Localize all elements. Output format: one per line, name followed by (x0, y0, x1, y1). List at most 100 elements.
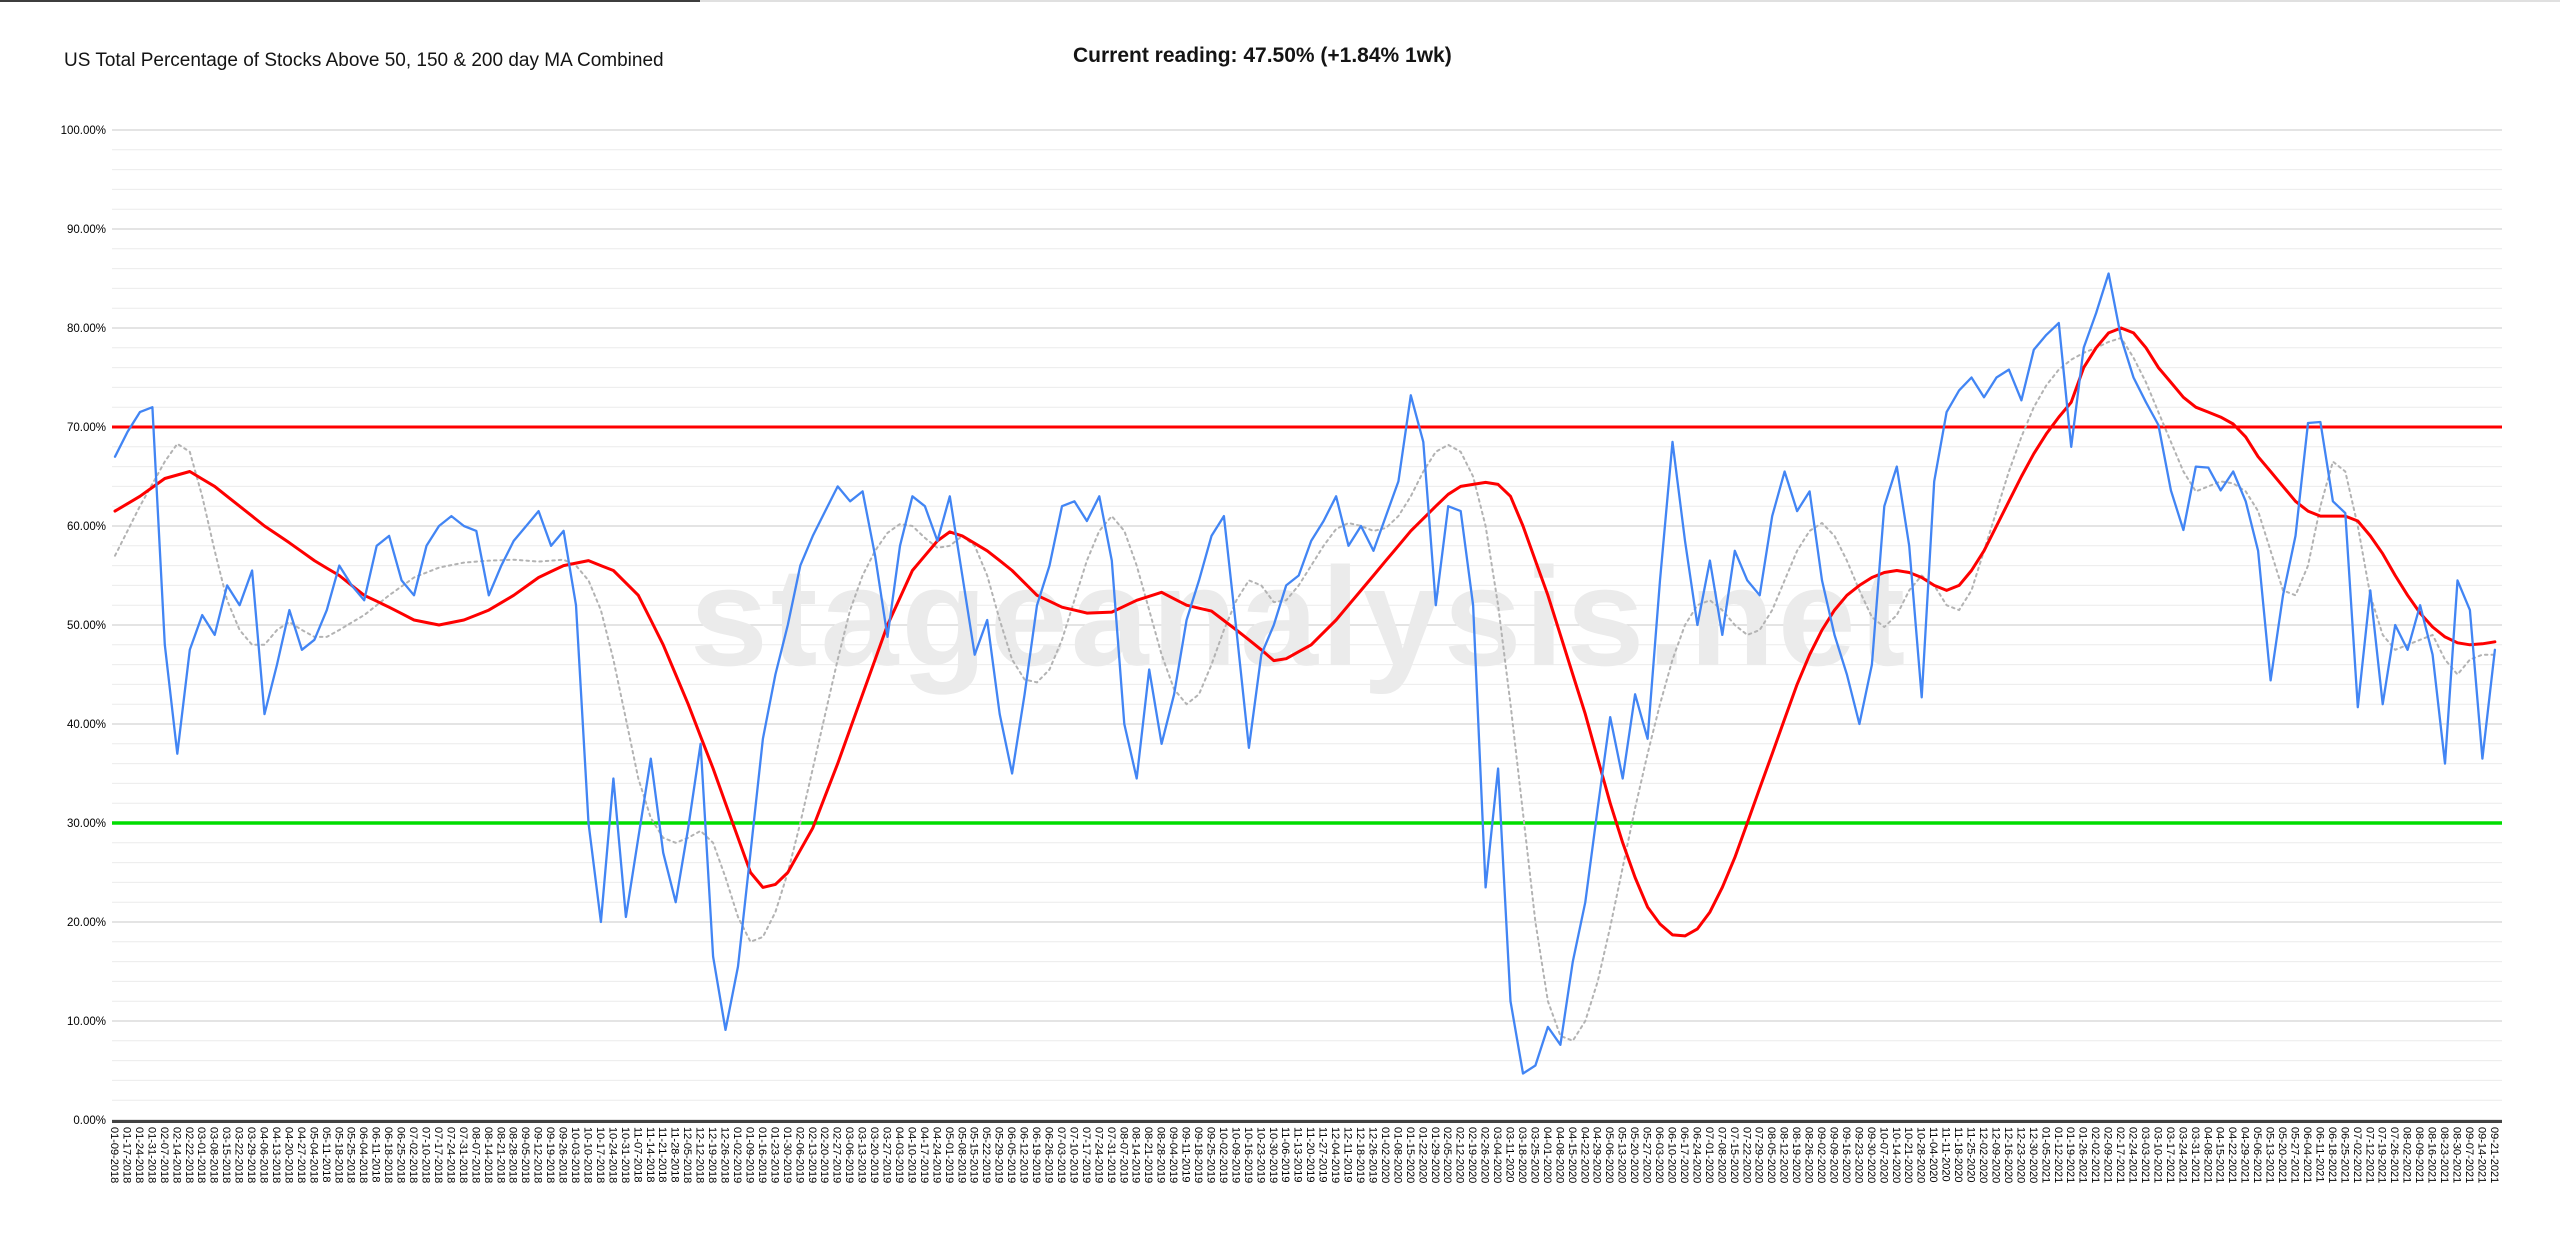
x-axis-label: 12-11-2019 (1342, 1127, 1354, 1182)
x-axis-label: 07-31-2018 (457, 1127, 469, 1183)
x-axis-label: 05-18-2018 (332, 1127, 344, 1183)
x-axis-label: 05-22-2019 (980, 1127, 992, 1183)
x-axis-label: 10-23-2019 (1254, 1127, 1266, 1183)
x-axis-label: 12-05-2018 (681, 1127, 693, 1183)
x-axis-label: 07-24-2019 (1092, 1127, 1104, 1183)
x-axis-label: 12-02-2020 (1977, 1127, 1989, 1183)
x-axis-label: 02-20-2019 (818, 1127, 830, 1183)
x-axis-label: 02-05-2020 (1441, 1127, 1453, 1183)
x-axis-label: 07-22-2020 (1740, 1127, 1752, 1183)
x-axis-label: 06-04-2018 (357, 1127, 369, 1183)
x-axis-label: 03-18-2020 (1516, 1127, 1528, 1183)
x-axis-label: 10-24-2018 (606, 1127, 618, 1183)
fast-ma-line (114, 336, 2496, 1042)
x-axis-label: 08-21-2018 (494, 1127, 506, 1183)
y-axis-label: 10.00% (67, 1016, 106, 1028)
x-axis-label: 05-11-2018 (320, 1127, 332, 1182)
x-axis-label: 07-02-2021 (2351, 1127, 2363, 1183)
x-axis-label: 11-21-2018 (656, 1127, 668, 1182)
x-axis-label: 03-04-2020 (1491, 1127, 1503, 1183)
x-axis-label: 01-26-2021 (2077, 1127, 2089, 1183)
x-axis-label: 09-19-2018 (544, 1127, 556, 1183)
x-axis-label: 10-16-2019 (1242, 1127, 1254, 1183)
x-axis-label: 03-22-2018 (233, 1127, 245, 1183)
x-axis-label: 07-17-2019 (1080, 1127, 1092, 1183)
y-axis-label: 20.00% (67, 917, 106, 929)
x-axis-label: 06-04-2021 (2301, 1127, 2313, 1183)
x-axis-label: 06-03-2020 (1653, 1127, 1665, 1183)
x-axis-label: 05-13-2020 (1616, 1127, 1628, 1183)
x-axis-label: 08-19-2020 (1790, 1127, 1802, 1183)
x-axis-label: 08-21-2019 (1142, 1127, 1154, 1183)
x-axis-label: 10-02-2019 (1217, 1127, 1229, 1183)
x-axis-label: 04-13-2018 (270, 1127, 282, 1183)
x-axis-label: 10-17-2018 (594, 1127, 606, 1183)
x-axis-label: 02-13-2019 (806, 1127, 818, 1183)
x-axis-label: 06-25-2021 (2338, 1127, 2350, 1183)
x-axis-label: 01-24-2018 (133, 1127, 145, 1183)
x-axis-label: 12-19-2018 (706, 1127, 718, 1183)
x-axis-label: 07-17-2018 (432, 1127, 444, 1183)
x-axis-label: 08-14-2018 (482, 1127, 494, 1183)
x-axis-label: 09-09-2020 (1828, 1127, 1840, 1183)
top-border (0, 0, 2560, 2)
x-axis-label: 02-02-2021 (2089, 1127, 2101, 1183)
x-axis-label: 12-04-2019 (1329, 1127, 1341, 1183)
x-axis-label: 07-02-2018 (407, 1127, 419, 1183)
x-axis-label: 06-24-2020 (1690, 1127, 1702, 1183)
x-axis-label: 03-25-2020 (1528, 1127, 1540, 1183)
y-axis-label: 80.00% (67, 323, 106, 335)
x-axis-label: 10-21-2020 (1902, 1127, 1914, 1183)
x-axis-label: 03-27-2019 (881, 1127, 893, 1183)
y-axis-label: 30.00% (67, 818, 106, 830)
x-axis-label: 10-10-2018 (582, 1127, 594, 1183)
x-axis-label: 02-19-2020 (1466, 1127, 1478, 1183)
x-axis-label: 01-22-2020 (1416, 1127, 1428, 1183)
x-axis-label: 03-11-2020 (1504, 1127, 1516, 1182)
x-axis-label: 10-09-2019 (1229, 1127, 1241, 1183)
x-axis-label: 04-22-2021 (2226, 1127, 2238, 1183)
x-axis-label: 07-19-2021 (2376, 1127, 2388, 1183)
x-axis-label: 07-10-2018 (420, 1127, 432, 1183)
x-axis-label: 05-08-2019 (955, 1127, 967, 1183)
main-series-line (113, 272, 2497, 1075)
y-axis-label: 50.00% (67, 620, 106, 632)
x-axis-label: 01-02-2020 (1379, 1127, 1391, 1183)
x-axis-label: 08-30-2021 (2451, 1127, 2463, 1183)
x-axis-label: 09-25-2019 (1205, 1127, 1217, 1183)
x-axis-label: 05-15-2019 (968, 1127, 980, 1183)
x-axis-label: 01-09-2019 (744, 1127, 756, 1183)
x-axis-label: 05-04-2018 (307, 1127, 319, 1183)
x-axis-label: 06-26-2019 (1043, 1127, 1055, 1183)
x-axis-label: 06-19-2019 (1030, 1127, 1042, 1183)
x-axis-label: 12-18-2019 (1354, 1127, 1366, 1183)
x-axis-label: 02-07-2018 (158, 1127, 170, 1183)
x-axis-label: 11-06-2019 (1279, 1127, 1291, 1182)
x-axis-label: 09-07-2021 (2463, 1127, 2475, 1183)
x-axis-label: 12-26-2018 (719, 1127, 731, 1183)
x-axis-label: 10-07-2020 (1877, 1127, 1889, 1183)
x-axis-label: 03-20-2019 (868, 1127, 880, 1183)
x-axis-label: 06-12-2019 (1018, 1127, 1030, 1183)
x-axis-label: 04-29-2020 (1591, 1127, 1603, 1183)
x-axis-label: 04-15-2020 (1566, 1127, 1578, 1183)
x-axis-label: 08-26-2020 (1803, 1127, 1815, 1183)
x-axis-label: 04-24-2019 (930, 1127, 942, 1183)
y-axis-label: 90.00% (67, 224, 106, 236)
x-axis-label: 08-28-2018 (507, 1127, 519, 1183)
y-axis-label: 60.00% (67, 521, 106, 533)
x-axis-label: 12-30-2020 (2027, 1127, 2039, 1183)
x-axis-label: 04-17-2019 (918, 1127, 930, 1183)
y-axis-label: 0.00% (73, 1115, 106, 1127)
top-border-dark-segment (0, 0, 700, 2)
x-axis-label: 08-23-2021 (2438, 1127, 2450, 1183)
x-axis-label: 07-24-2018 (444, 1127, 456, 1183)
y-axis-label: 70.00% (67, 422, 106, 434)
x-axis-label: 03-03-2021 (2139, 1127, 2151, 1183)
x-axis-label: 04-22-2020 (1578, 1127, 1590, 1183)
y-axis-label: 100.00% (61, 125, 106, 137)
x-axis-label: 10-14-2020 (1890, 1127, 1902, 1183)
x-axis-label: 04-20-2018 (282, 1127, 294, 1183)
x-axis-label: 07-15-2020 (1728, 1127, 1740, 1183)
x-axis-label: 09-11-2019 (1180, 1127, 1192, 1182)
